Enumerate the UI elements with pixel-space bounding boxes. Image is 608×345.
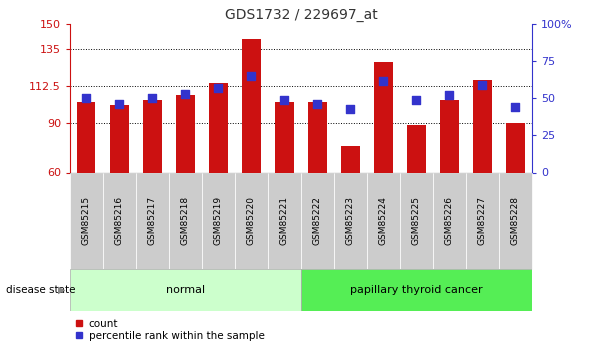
Text: papillary thyroid cancer: papillary thyroid cancer bbox=[350, 285, 483, 295]
FancyBboxPatch shape bbox=[433, 172, 466, 269]
Legend: count, percentile rank within the sample: count, percentile rank within the sample bbox=[75, 319, 264, 341]
Bar bbox=[77, 102, 95, 172]
Text: GSM85224: GSM85224 bbox=[379, 196, 388, 245]
Bar bbox=[375, 62, 393, 172]
Bar bbox=[506, 123, 525, 172]
Point bbox=[412, 97, 421, 102]
FancyBboxPatch shape bbox=[235, 172, 268, 269]
Text: GSM85221: GSM85221 bbox=[280, 196, 289, 245]
Point bbox=[313, 101, 322, 107]
Text: GSM85228: GSM85228 bbox=[511, 196, 520, 245]
Bar bbox=[275, 102, 294, 172]
Point bbox=[81, 96, 91, 101]
Bar bbox=[243, 39, 260, 172]
Text: GSM85218: GSM85218 bbox=[181, 196, 190, 245]
FancyBboxPatch shape bbox=[103, 172, 136, 269]
Text: GSM85223: GSM85223 bbox=[346, 196, 355, 245]
Text: disease state: disease state bbox=[6, 285, 75, 295]
FancyBboxPatch shape bbox=[169, 172, 202, 269]
FancyBboxPatch shape bbox=[202, 172, 235, 269]
Text: GSM85225: GSM85225 bbox=[412, 196, 421, 245]
Text: GSM85222: GSM85222 bbox=[313, 196, 322, 245]
FancyBboxPatch shape bbox=[367, 172, 400, 269]
Point bbox=[345, 106, 355, 111]
Text: GSM85217: GSM85217 bbox=[148, 196, 157, 245]
Point bbox=[114, 101, 124, 107]
Bar bbox=[176, 95, 195, 172]
Point bbox=[213, 85, 223, 91]
Point bbox=[280, 97, 289, 102]
Point bbox=[148, 96, 157, 101]
Text: GSM85227: GSM85227 bbox=[478, 196, 487, 245]
Bar bbox=[474, 80, 491, 172]
Bar bbox=[407, 125, 426, 172]
FancyBboxPatch shape bbox=[334, 172, 367, 269]
Bar bbox=[341, 146, 359, 172]
Bar bbox=[308, 102, 326, 172]
FancyBboxPatch shape bbox=[400, 172, 433, 269]
Point bbox=[444, 92, 454, 98]
Bar bbox=[143, 100, 162, 172]
Text: GSM85226: GSM85226 bbox=[445, 196, 454, 245]
Bar bbox=[110, 105, 128, 172]
FancyBboxPatch shape bbox=[301, 172, 334, 269]
Title: GDS1732 / 229697_at: GDS1732 / 229697_at bbox=[224, 8, 378, 22]
Point bbox=[478, 82, 488, 88]
FancyBboxPatch shape bbox=[70, 172, 103, 269]
Text: GSM85219: GSM85219 bbox=[214, 196, 223, 245]
Point bbox=[247, 73, 257, 79]
FancyBboxPatch shape bbox=[268, 172, 301, 269]
Text: GSM85215: GSM85215 bbox=[82, 196, 91, 245]
Bar bbox=[209, 83, 227, 172]
FancyBboxPatch shape bbox=[466, 172, 499, 269]
FancyBboxPatch shape bbox=[70, 269, 301, 310]
Point bbox=[181, 91, 190, 97]
Text: ▶: ▶ bbox=[58, 285, 65, 295]
Text: GSM85216: GSM85216 bbox=[115, 196, 124, 245]
Text: normal: normal bbox=[166, 285, 205, 295]
FancyBboxPatch shape bbox=[136, 172, 169, 269]
Bar bbox=[440, 100, 458, 172]
Point bbox=[511, 105, 520, 110]
FancyBboxPatch shape bbox=[499, 172, 532, 269]
Point bbox=[379, 78, 389, 83]
Text: GSM85220: GSM85220 bbox=[247, 196, 256, 245]
FancyBboxPatch shape bbox=[301, 269, 532, 310]
